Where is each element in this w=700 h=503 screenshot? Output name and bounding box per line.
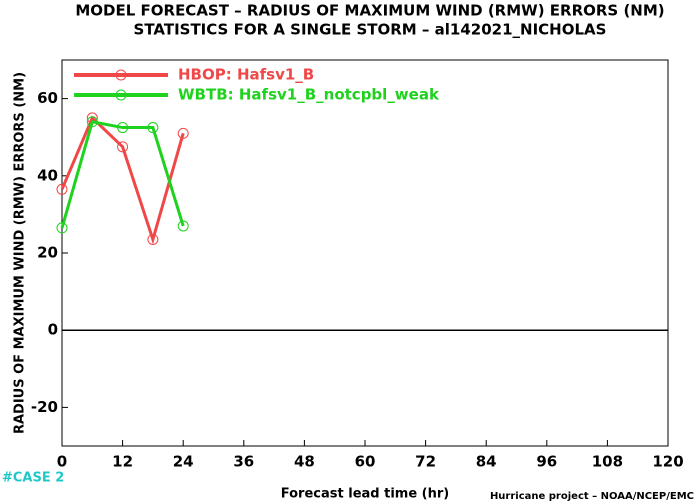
point: [56, 183, 68, 195]
chart-title: MODEL FORECAST – RADIUS OF MAXIMUM WIND …: [75, 2, 664, 20]
x-tick-label: 120: [652, 453, 683, 471]
legend-marker: [115, 69, 127, 81]
series-line: [60, 120, 185, 229]
legend-marker: [115, 89, 127, 101]
point: [117, 122, 129, 134]
x-tick-label: 72: [415, 453, 436, 471]
series-line: [60, 115, 185, 245]
credit: Hurricane project – NOAA/NCEP/EMC: [490, 491, 694, 502]
point: [56, 222, 68, 234]
legend-label: WBTB: Hafsv1_B_notcpbl_weak: [178, 86, 440, 104]
point: [117, 141, 129, 153]
y-tick-label: -20: [31, 398, 58, 416]
case-label: #CASE 2: [2, 471, 64, 486]
y-axis-label: RADIUS OF MAXIMUM WIND (RMW) ERRORS (NM): [13, 72, 28, 434]
point: [177, 127, 189, 139]
legend-label: HBOP: Hafsv1_B: [178, 66, 314, 84]
plot-frame: [61, 59, 669, 447]
y-tick-label: 0: [48, 321, 58, 339]
x-tick-label: 24: [173, 453, 194, 471]
x-tick-label: 60: [355, 453, 376, 471]
x-tick-label: 48: [294, 453, 315, 471]
x-tick-label: 96: [536, 453, 557, 471]
y-tick-label: 20: [37, 244, 58, 262]
point: [147, 122, 159, 134]
y-tick-label: 60: [37, 89, 58, 107]
point: [177, 220, 189, 232]
point: [86, 116, 98, 128]
x-tick-label: 84: [476, 453, 497, 471]
y-tick-label: 40: [37, 166, 58, 184]
chart-subtitle: STATISTICS FOR A SINGLE STORM – al142021…: [134, 21, 607, 39]
x-tick-label: 0: [57, 453, 67, 471]
x-axis-label: Forecast lead time (hr): [281, 487, 449, 502]
x-tick-label: 12: [112, 453, 133, 471]
x-tick-label: 36: [233, 453, 254, 471]
point: [147, 233, 159, 245]
x-tick-label: 108: [592, 453, 623, 471]
